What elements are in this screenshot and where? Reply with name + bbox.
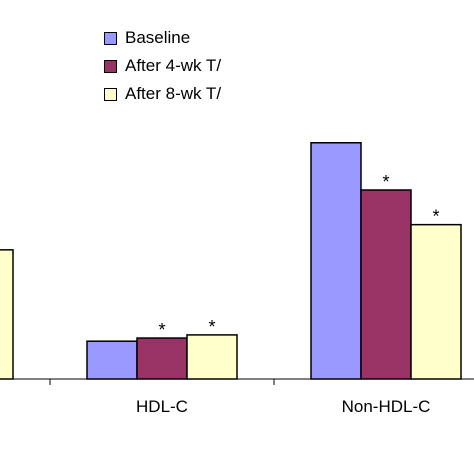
significance-marker: *	[382, 172, 389, 192]
bars-group	[0, 142, 462, 380]
legend-swatch	[104, 59, 117, 73]
bar	[410, 223, 462, 380]
bar	[310, 142, 362, 380]
bar	[360, 189, 412, 380]
significance-marker: *	[208, 317, 215, 337]
legend-item-after-4wk: After 4-wk T/	[104, 52, 221, 80]
legend-item-baseline: Baseline	[104, 24, 221, 52]
legend-item-after-8wk: After 8-wk T/	[104, 80, 221, 108]
legend-label: After 4-wk T/	[125, 56, 222, 75]
legend-swatch	[104, 31, 117, 45]
legend: Baseline After 4-wk T/ After 8-wk T/	[104, 24, 221, 108]
x-tick-label: HDL-C	[136, 397, 188, 416]
bar	[86, 340, 138, 380]
bar	[136, 337, 188, 380]
legend-label: Baseline	[125, 28, 191, 47]
legend-swatch	[104, 87, 117, 101]
bar	[0, 249, 14, 380]
x-tick-label: Non-HDL-C	[342, 397, 431, 416]
legend-label: After 8-wk T/	[125, 84, 222, 103]
significance-marker: *	[158, 320, 165, 340]
significance-marker: *	[432, 207, 439, 227]
x-tick-labels: HDL-C Non-HDL-C	[136, 397, 430, 416]
bar	[186, 334, 238, 380]
annotations-group: * * * *	[158, 172, 439, 340]
